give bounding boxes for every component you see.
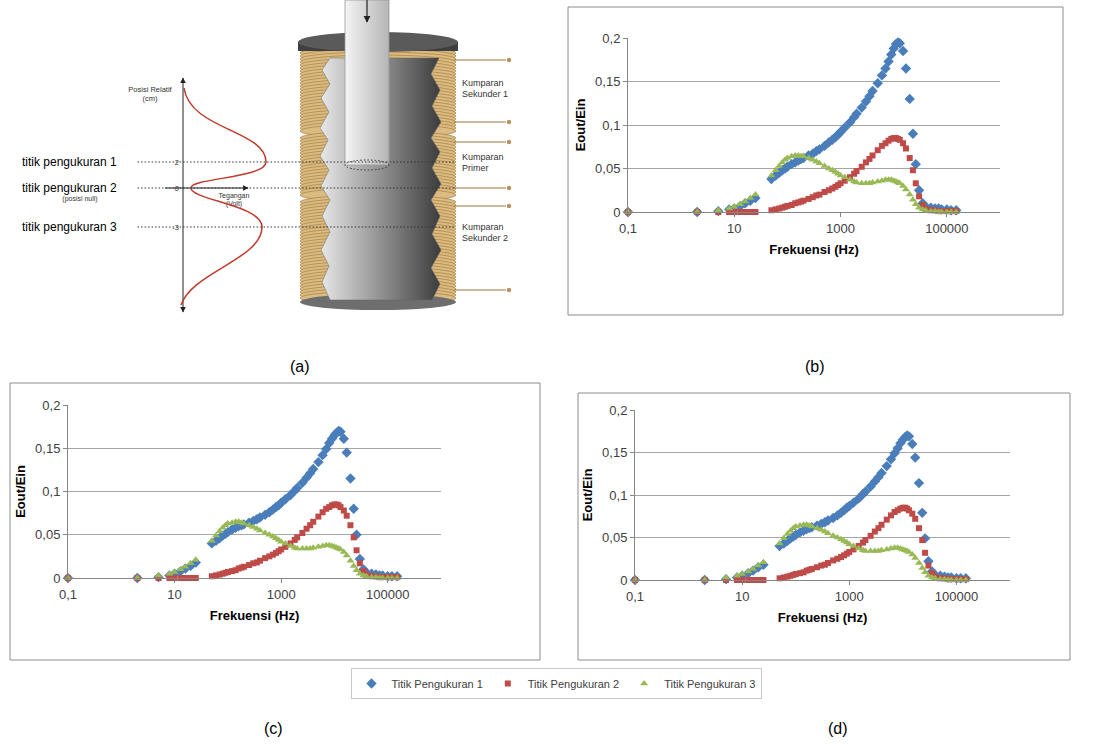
svg-text:0,15: 0,15: [35, 441, 60, 456]
svg-text:Sekunder 1: Sekunder 1: [462, 89, 508, 99]
svg-text:(d): (d): [828, 720, 848, 737]
svg-text:titik pengukuran 3: titik pengukuran 3: [22, 220, 117, 234]
svg-text:2: 2: [175, 158, 179, 167]
svg-text:Frekuensi (Hz): Frekuensi (Hz): [778, 610, 868, 625]
svg-text:Titik Pengukuran 2: Titik Pengukuran 2: [528, 678, 619, 690]
svg-text:0,1: 0,1: [59, 587, 77, 602]
svg-text:0,1: 0,1: [602, 118, 620, 133]
svg-text:Eout/Ein: Eout/Ein: [13, 465, 28, 518]
svg-text:0: 0: [53, 571, 60, 586]
svg-text:0: 0: [175, 184, 179, 193]
svg-text:Sekunder 2: Sekunder 2: [462, 233, 508, 243]
svg-text:(a): (a): [290, 358, 310, 375]
svg-text:0,1: 0,1: [619, 221, 637, 236]
svg-text:titik pengukuran 2: titik pengukuran 2: [22, 181, 117, 195]
svg-text:(cm): (cm): [143, 94, 158, 103]
svg-text:10: 10: [727, 221, 741, 236]
svg-text:0,05: 0,05: [595, 161, 620, 176]
svg-text:Kumparan: Kumparan: [462, 222, 504, 232]
svg-text:100000: 100000: [925, 221, 968, 236]
svg-text:0,2: 0,2: [602, 31, 620, 46]
svg-text:1000: 1000: [835, 589, 864, 604]
svg-text:Eout/Ein: Eout/Ein: [573, 99, 588, 152]
svg-text:titik pengukuran 1: titik pengukuran 1: [22, 155, 117, 169]
svg-text:100000: 100000: [935, 589, 978, 604]
svg-text:Posisi Relatif: Posisi Relatif: [128, 85, 172, 94]
svg-text:0: 0: [613, 205, 620, 220]
svg-text:Tegangan: Tegangan: [219, 192, 250, 200]
svg-text:0,2: 0,2: [42, 398, 60, 413]
svg-text:1000: 1000: [826, 221, 855, 236]
svg-text:(Volt): (Volt): [226, 200, 242, 208]
svg-text:10: 10: [735, 589, 749, 604]
svg-text:Frekuensi (Hz): Frekuensi (Hz): [210, 608, 300, 623]
svg-text:Eout/Ein: Eout/Ein: [580, 469, 595, 522]
svg-text:(b): (b): [805, 358, 825, 375]
svg-text:0,15: 0,15: [602, 445, 627, 460]
svg-text:1000: 1000: [267, 587, 296, 602]
svg-text:Kumparan: Kumparan: [462, 152, 504, 162]
svg-text:0,15: 0,15: [595, 74, 620, 89]
svg-text:Kumparan: Kumparan: [462, 78, 504, 88]
svg-text:0,1: 0,1: [609, 488, 627, 503]
svg-text:Titik Pengukuran 3: Titik Pengukuran 3: [664, 678, 755, 690]
svg-text:(c): (c): [264, 720, 283, 737]
svg-text:0,1: 0,1: [42, 484, 60, 499]
svg-text:0: 0: [620, 573, 627, 588]
svg-text:(posisi null): (posisi null): [62, 195, 97, 203]
svg-text:10: 10: [167, 587, 181, 602]
svg-text:0,2: 0,2: [609, 403, 627, 418]
svg-text:Frekuensi (Hz): Frekuensi (Hz): [769, 242, 859, 257]
svg-text:100000: 100000: [366, 587, 409, 602]
svg-text:0,05: 0,05: [35, 527, 60, 542]
svg-text:Titik Pengukuran 1: Titik Pengukuran 1: [392, 678, 483, 690]
svg-text:0,1: 0,1: [626, 589, 644, 604]
svg-text:-3: -3: [172, 223, 179, 232]
svg-text:Primer: Primer: [462, 163, 489, 173]
svg-text:0,05: 0,05: [602, 530, 627, 545]
